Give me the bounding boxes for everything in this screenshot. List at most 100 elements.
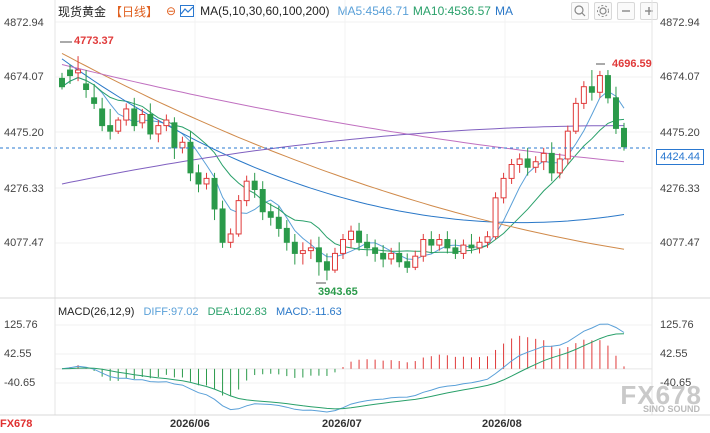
candle-body: [131, 108, 138, 127]
candle-body: [291, 241, 298, 254]
macd-right-label: 42.55: [660, 348, 688, 360]
x-axis-label: 2026/07: [322, 418, 362, 430]
candle-body: [412, 255, 419, 268]
search-icon[interactable]: [571, 2, 589, 20]
candle-body: [564, 130, 571, 160]
candle-body: [396, 252, 403, 263]
period-selector[interactable]: 【日线】: [110, 4, 159, 19]
candle-body: [211, 177, 218, 210]
macd-left-label: -40.65: [4, 377, 36, 389]
y-right-label: 4475.20: [660, 127, 700, 139]
candle-body: [404, 261, 411, 268]
candle-body: [187, 141, 194, 174]
candle-body: [428, 239, 435, 246]
settings-icon[interactable]: [594, 2, 612, 20]
candle-body: [107, 125, 114, 132]
candle-body: [532, 161, 539, 168]
ma-more-value: MA: [494, 4, 513, 18]
collapse-icon[interactable]: ⊖: [166, 4, 177, 18]
chart-header: 现货黄金 【日线】 ⊖ MA(5,10,30,60,100,200) MA5:4…: [58, 3, 517, 19]
y-right-label: 4276.33: [660, 183, 700, 195]
macd-left-label: 42.55: [4, 348, 32, 360]
macd-dea-line: [61, 333, 625, 410]
candle-body: [123, 108, 130, 121]
y-right-label: 4674.07: [660, 71, 700, 83]
candle-body: [331, 252, 338, 271]
candle-body: [75, 69, 82, 74]
candlesticks: [59, 56, 627, 281]
candle-body: [251, 180, 258, 191]
candle-body: [484, 236, 491, 243]
macd-header: MACD(26,12,9) DIFF:97.02 DEA:102.83 MACD…: [58, 306, 348, 318]
candle-body: [588, 86, 595, 93]
candle-body: [436, 239, 443, 246]
candle-body: [307, 247, 314, 252]
plus-icon[interactable]: [640, 2, 658, 20]
candle-body: [83, 83, 90, 90]
y-left-label: 4475.20: [4, 127, 44, 139]
candle-body: [444, 239, 451, 249]
y-right-label: 4872.94: [660, 17, 700, 29]
candle-body: [524, 158, 531, 168]
candle-body: [492, 197, 499, 238]
moving-average-lines: [61, 52, 625, 261]
candle-body: [139, 113, 146, 124]
macd-left-label: 125.76: [4, 319, 38, 331]
brand-logo: FX678: [0, 418, 33, 430]
candle-body: [259, 189, 266, 213]
y-left-label: 4276.33: [4, 183, 44, 195]
chart-grid: [55, 0, 652, 415]
macd-diff-line: [61, 323, 625, 413]
macd-right-label: 125.76: [660, 319, 694, 331]
y-left-label: 4077.47: [4, 237, 44, 249]
ma-indicator-name[interactable]: MA(5,10,30,60,100,200): [200, 4, 330, 18]
candle-body: [612, 97, 619, 129]
candle-body: [372, 247, 379, 254]
candle-body: [340, 239, 346, 254]
candle-body: [59, 77, 65, 88]
candle-body: [91, 97, 98, 104]
candle-body: [580, 86, 587, 104]
candle-body: [420, 239, 427, 257]
candle-body: [596, 75, 603, 93]
candle-body: [219, 208, 226, 243]
candle-body: [235, 200, 242, 235]
candle-body: [155, 125, 162, 135]
candle-body: [516, 158, 523, 166]
ma-indicator-icon[interactable]: [180, 5, 195, 17]
candle-body: [380, 252, 387, 260]
candle-body: [500, 177, 507, 199]
high-price-label: 4773.37: [74, 35, 114, 47]
ma200-line: [61, 125, 624, 185]
minus-icon[interactable]: [617, 2, 635, 20]
candle-body: [99, 108, 106, 127]
macd-name[interactable]: MACD(26,12,9): [58, 306, 135, 318]
candle-body: [364, 241, 371, 249]
candle-body: [508, 164, 515, 179]
macd-value: MACD:-11.63: [275, 306, 342, 318]
candle-body: [460, 244, 467, 254]
ma10-value: MA10:4536.57: [412, 4, 491, 18]
candle-body: [604, 75, 611, 99]
candle-body: [476, 241, 483, 249]
candle-body: [227, 233, 234, 243]
ma100-line: [61, 64, 625, 163]
macd-right-label: -40.65: [660, 377, 692, 389]
y-right-label: 4077.47: [660, 237, 700, 249]
candle-body: [283, 227, 290, 243]
candle-body: [548, 152, 555, 174]
candle-body: [323, 261, 330, 271]
instrument-title[interactable]: 现货黄金: [58, 4, 107, 19]
candle-body: [147, 113, 154, 135]
macd-panel: [55, 323, 652, 413]
candle-body: [315, 247, 322, 263]
candle-body: [203, 177, 210, 185]
y-left-label: 4872.94: [4, 17, 44, 29]
ma60-line: [61, 52, 625, 250]
macd-diff: DIFF:97.02: [143, 306, 199, 318]
candle-body: [163, 119, 170, 127]
watermark-sub: SINO SOUND: [642, 404, 700, 414]
macd-dea: DEA:102.83: [207, 306, 267, 318]
ma30-line: [61, 58, 625, 224]
